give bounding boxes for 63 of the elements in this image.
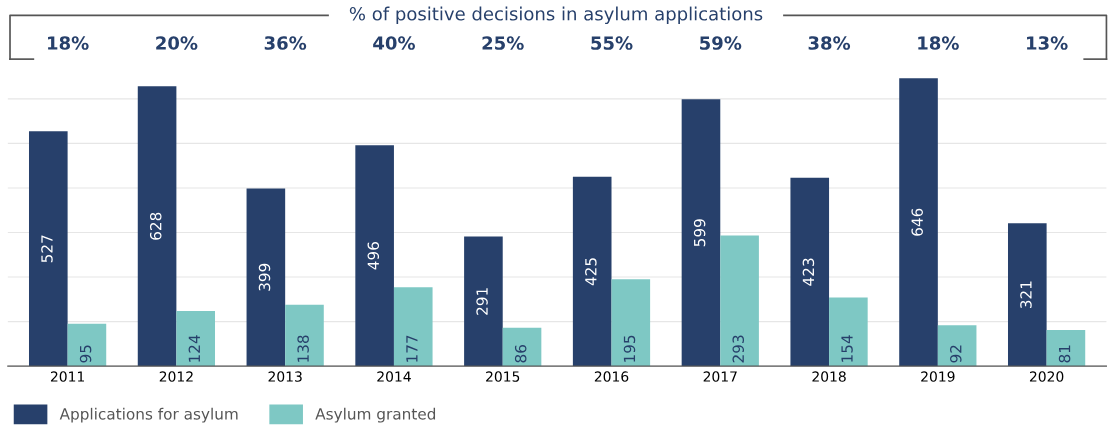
data-label: 124 — [188, 335, 200, 362]
x-tick-label: 2015 — [486, 371, 520, 382]
data-label: 177 — [406, 335, 418, 362]
legend-label: Applications for asylum — [59, 407, 238, 423]
bar — [393, 287, 433, 367]
bar — [720, 235, 759, 367]
data-label: 425 — [585, 258, 597, 286]
text: 18% — [918, 36, 959, 50]
x-tick-label: 2017 — [703, 371, 737, 382]
x-tick-label: 2016 — [594, 371, 629, 382]
bar — [355, 145, 394, 367]
text: 20% — [156, 36, 198, 50]
data-label: 321 — [1020, 281, 1032, 309]
bar — [137, 86, 177, 367]
bar — [502, 327, 542, 367]
bar — [285, 304, 324, 367]
bar — [464, 236, 503, 367]
text: 40% — [373, 36, 415, 50]
bar — [829, 297, 868, 367]
chart-title: % of positive decisions in asylum applications — [349, 6, 763, 25]
bar — [572, 176, 612, 367]
bar — [1046, 330, 1086, 367]
bar — [790, 177, 830, 367]
x-tick-label: 2011 — [50, 371, 84, 382]
legend-label: Asylum granted — [315, 407, 436, 423]
data-label: 599 — [693, 219, 706, 247]
x-tick-label: 2020 — [1029, 371, 1064, 382]
data-label: 86 — [514, 345, 527, 363]
data-label: 496 — [367, 242, 380, 270]
data-label: 81 — [1058, 345, 1071, 363]
data-label: 92 — [950, 345, 962, 363]
bar — [611, 279, 651, 367]
text: 36% — [264, 36, 307, 50]
bar — [1008, 223, 1047, 367]
x-tick-label: 2014 — [377, 371, 411, 382]
data-label: 138 — [297, 335, 309, 362]
bar — [899, 78, 938, 367]
data-label: 646 — [911, 208, 923, 236]
bar — [29, 131, 68, 367]
data-label: 527 — [41, 235, 53, 263]
data-label: 195 — [623, 335, 636, 362]
text: 59% — [700, 36, 742, 50]
text: 13% — [1027, 36, 1068, 50]
text: 38% — [808, 36, 851, 50]
x-tick-label: 2019 — [921, 371, 955, 382]
bar — [246, 188, 286, 367]
text: 55% — [591, 36, 633, 50]
data-label: 399 — [258, 263, 271, 291]
data-label: 293 — [732, 335, 745, 363]
data-label: 423 — [802, 258, 815, 286]
data-label: 291 — [476, 288, 488, 315]
data-label: 628 — [149, 212, 162, 240]
text: 25% — [482, 36, 524, 50]
x-tick-label: 2018 — [812, 371, 846, 382]
data-label: 95 — [79, 345, 92, 363]
bar — [67, 323, 107, 367]
bar — [176, 310, 216, 367]
bar — [937, 325, 977, 367]
x-tick-label: 2012 — [159, 371, 193, 382]
text: 18% — [48, 36, 89, 50]
x-tick-label: 2013 — [268, 371, 302, 382]
data-label: 154 — [841, 335, 853, 362]
bar — [681, 99, 721, 367]
